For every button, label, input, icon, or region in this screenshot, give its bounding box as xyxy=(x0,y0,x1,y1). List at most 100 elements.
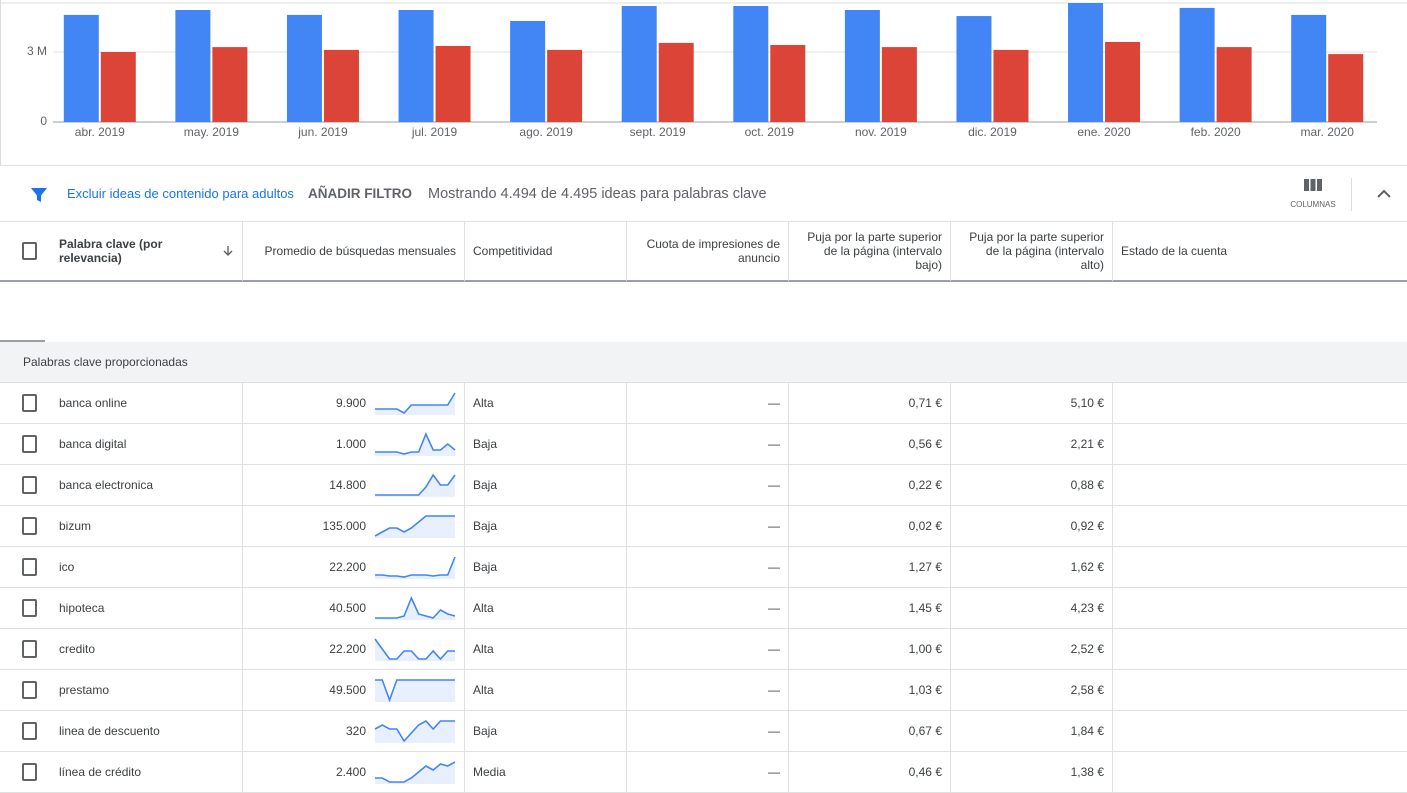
bid-high-text: 2,21 € xyxy=(1070,437,1104,451)
sparkline-area xyxy=(375,393,455,415)
keyword-text: linea de descuento xyxy=(59,724,160,738)
sparkline-line xyxy=(374,515,455,537)
divider xyxy=(1351,178,1352,211)
competition: Alta xyxy=(465,629,627,670)
checkbox[interactable] xyxy=(22,722,37,740)
bar xyxy=(547,49,583,122)
checkbox[interactable] xyxy=(22,435,37,453)
account-status xyxy=(1113,629,1407,670)
bar xyxy=(770,45,806,122)
checkbox[interactable] xyxy=(22,242,37,260)
bid-low: 1,27 € xyxy=(789,547,951,588)
sparkline-line xyxy=(375,473,456,496)
exclude-adult-link[interactable]: Excluir ideas de contenido para adultos xyxy=(67,186,294,201)
column-header[interactable]: Promedio de búsquedas mensuales xyxy=(243,222,465,282)
sparkline-area xyxy=(375,557,455,579)
bar xyxy=(398,10,434,122)
checkbox[interactable] xyxy=(22,476,37,494)
bid-low-text: 1,03 € xyxy=(908,683,942,697)
x-tick-label: sept. 2019 xyxy=(630,125,686,139)
column-header-text: Cuota de impresiones de anuncio xyxy=(646,237,780,265)
bid-low: 0,67 € xyxy=(789,711,951,752)
checkbox[interactable] xyxy=(22,763,37,781)
checkbox-cell xyxy=(0,424,45,465)
competition: Media xyxy=(465,752,627,793)
columns-icon xyxy=(1304,179,1322,191)
bar xyxy=(1291,14,1327,122)
checkbox[interactable] xyxy=(22,517,37,535)
avg-searches-text: 2.400 xyxy=(335,765,366,779)
impression-share: — xyxy=(627,465,789,506)
account-status xyxy=(1113,711,1407,752)
bar xyxy=(212,47,248,122)
bar xyxy=(1068,3,1104,122)
column-header[interactable]: Competitividad xyxy=(465,222,627,282)
bid-high: 0,92 € xyxy=(951,506,1113,547)
impression-share: — xyxy=(627,424,789,465)
avg-searches: 40.500 xyxy=(243,588,465,629)
columns-label: COLUMNAS xyxy=(1290,200,1336,209)
bid-high-text: 1,62 € xyxy=(1070,560,1104,574)
checkbox[interactable] xyxy=(22,640,37,658)
bid-high: 2,21 € xyxy=(951,424,1113,465)
keyword-text: prestamo xyxy=(59,683,110,697)
competition-text: Alta xyxy=(473,683,494,697)
sort-arrow[interactable] xyxy=(222,245,234,257)
bar xyxy=(510,20,546,122)
column-header[interactable]: Estado de la cuenta xyxy=(1113,222,1407,282)
avg-searches: 22.200 xyxy=(243,547,465,588)
group-label: Palabras clave proporcionadas xyxy=(0,342,1407,383)
bid-low-text: 1,45 € xyxy=(908,601,942,615)
avg-searches-text: 49.500 xyxy=(329,683,366,697)
bar xyxy=(1105,41,1141,122)
bar xyxy=(323,49,359,122)
keyword-text: ico xyxy=(59,560,75,574)
competition: Baja xyxy=(465,711,627,752)
sparkline-line xyxy=(375,679,455,703)
bid-high-text: 2,58 € xyxy=(1070,683,1104,697)
competition: Baja xyxy=(465,547,627,588)
bid-low: 0,02 € xyxy=(789,506,951,547)
bar xyxy=(175,10,211,122)
checkbox[interactable] xyxy=(22,681,37,699)
keyword: credito xyxy=(45,629,243,670)
competition-text: Alta xyxy=(473,396,494,410)
bid-low-text: 0,56 € xyxy=(908,437,942,451)
filter-icon[interactable] xyxy=(29,185,49,205)
sparkline-area xyxy=(375,516,455,538)
column-header[interactable]: Puja por la parte superior de la página … xyxy=(951,222,1113,282)
add-filter-button[interactable]: AÑADIR FILTRO xyxy=(308,186,412,201)
columns-button[interactable]: COLUMNAS xyxy=(1285,179,1341,209)
checkbox[interactable] xyxy=(22,599,37,617)
avg-searches: 135.000 xyxy=(243,506,465,547)
bid-low-text: 0,02 € xyxy=(908,519,942,533)
column-header[interactable]: Puja por la parte superior de la página … xyxy=(789,222,951,282)
showing-count: Mostrando 4.494 de 4.495 ideas para pala… xyxy=(428,186,767,202)
collapse-button[interactable] xyxy=(1376,188,1392,200)
competition-text: Media xyxy=(473,765,506,779)
column-header[interactable]: Cuota de impresiones de anuncio xyxy=(627,222,789,282)
column-header-text: Puja por la parte superior de la página … xyxy=(969,230,1104,272)
bid-low: 1,03 € xyxy=(789,670,951,711)
bid-high-text: 1,38 € xyxy=(1070,765,1104,779)
checkbox-cell xyxy=(0,383,45,424)
checkbox[interactable] xyxy=(22,394,37,412)
checkbox-cell xyxy=(0,629,45,670)
bid-low: 0,22 € xyxy=(789,465,951,506)
avg-searches-text: 22.200 xyxy=(329,560,366,574)
column-header[interactable]: Palabra clave (por relevancia) xyxy=(45,222,243,282)
bid-high-text: 1,84 € xyxy=(1070,724,1104,738)
keyword-text: banca digital xyxy=(59,437,127,451)
impression-share-text: — xyxy=(768,560,780,574)
bar xyxy=(621,6,657,123)
impression-share: — xyxy=(627,506,789,547)
bid-high-text: 0,92 € xyxy=(1070,519,1104,533)
competition: Baja xyxy=(465,465,627,506)
sparkline-area xyxy=(375,475,455,497)
keyword-text: banca online xyxy=(59,396,128,410)
keyword: prestamo xyxy=(45,670,243,711)
checkbox[interactable] xyxy=(22,558,37,576)
sparkline-line xyxy=(375,431,456,455)
header-filler xyxy=(0,282,45,342)
competition: Baja xyxy=(465,424,627,465)
